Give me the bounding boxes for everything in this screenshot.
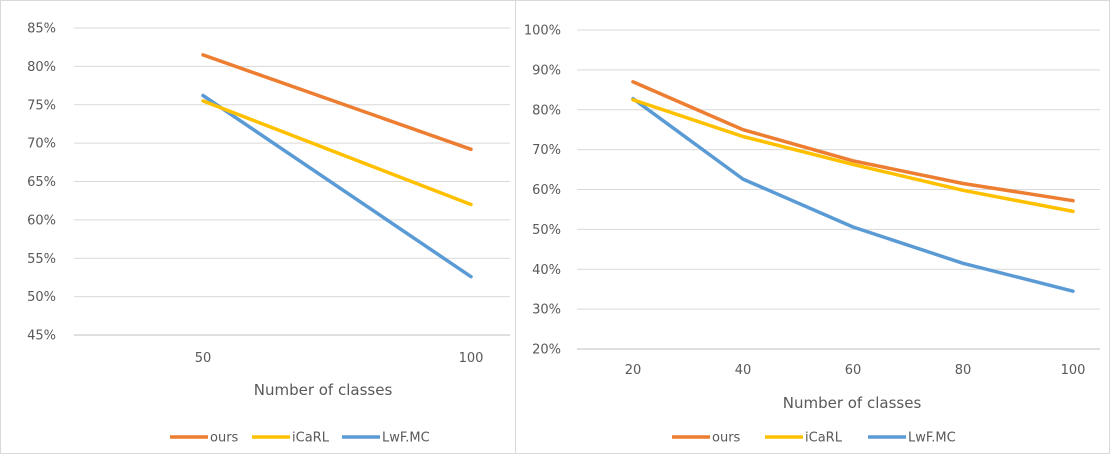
right-y-axis-ticks: 20% 30% 40% 50% 60% 70% 80% 90% 100% <box>524 24 561 358</box>
left-legend: ours iCaRL LwF.MC <box>170 431 430 446</box>
left-legend-label-icarl: iCaRL <box>292 431 330 446</box>
right-x-tick-label: 60 <box>845 363 862 378</box>
right-y-tick-label: 90% <box>532 63 561 78</box>
right-series-line-icarl <box>631 98 1075 214</box>
left-legend-label-ours: ours <box>210 431 239 446</box>
left-x-axis-title: Number of classes <box>254 381 393 399</box>
right-chart-panel: 20% 30% 40% 50% 60% 70% 80% 90% 100% 20 40 60 80 100… <box>524 24 1100 446</box>
left-y-tick-label: 75% <box>27 98 56 113</box>
left-series <box>201 53 473 279</box>
left-legend-label-lwf-mc: LwF.MC <box>382 431 430 446</box>
right-x-axis-title: Number of classes <box>783 394 922 412</box>
left-series-line-lwf-mc <box>201 93 473 279</box>
left-chart-panel: 45% 50% 55% 60% 65% 70% 75% 80% 85% 50 100 Number… <box>27 22 510 446</box>
right-y-tick-label: 50% <box>532 223 561 238</box>
left-y-tick-label: 70% <box>27 137 56 152</box>
right-y-tick-label: 80% <box>532 103 561 118</box>
left-y-axis-ticks: 45% 50% 55% 60% 65% 70% 75% 80% 85% <box>27 22 56 344</box>
right-series <box>631 80 1075 293</box>
left-x-tick-label: 50 <box>195 351 212 366</box>
right-x-tick-label: 80 <box>955 363 972 378</box>
left-y-tick-label: 85% <box>27 22 56 37</box>
left-y-tick-label: 55% <box>27 252 56 267</box>
right-x-tick-label: 20 <box>625 363 642 378</box>
left-y-tick-label: 80% <box>27 60 56 75</box>
right-y-tick-label: 60% <box>532 183 561 198</box>
left-y-tick-label: 60% <box>27 213 56 228</box>
left-y-tick-label: 50% <box>27 290 56 305</box>
left-gridlines <box>74 27 510 298</box>
left-x-axis-ticks: 50 100 <box>195 351 484 366</box>
right-y-tick-label: 20% <box>532 343 561 358</box>
right-panel-frame <box>515 0 1110 454</box>
right-legend-label-icarl: iCaRL <box>805 431 843 446</box>
left-series-line-ours <box>201 53 473 152</box>
right-legend-label-lwf-mc: LwF.MC <box>908 431 956 446</box>
right-series-line-lwf-mc <box>631 96 1075 293</box>
right-series-line-ours <box>631 80 1075 203</box>
right-y-tick-label: 100% <box>524 24 561 39</box>
right-y-tick-label: 40% <box>532 263 561 278</box>
left-y-tick-label: 65% <box>27 175 56 190</box>
right-x-tick-label: 40 <box>735 363 752 378</box>
left-x-tick-label: 100 <box>459 351 484 366</box>
right-y-tick-label: 70% <box>532 143 561 158</box>
right-x-tick-label: 100 <box>1061 363 1086 378</box>
right-legend-label-ours: ours <box>712 431 741 446</box>
right-y-tick-label: 30% <box>532 303 561 318</box>
left-y-tick-label: 45% <box>27 329 56 344</box>
left-series-line-icarl <box>201 99 473 207</box>
right-x-axis-ticks: 20 40 60 80 100 <box>625 363 1086 378</box>
right-legend: ours iCaRL LwF.MC <box>672 431 956 446</box>
